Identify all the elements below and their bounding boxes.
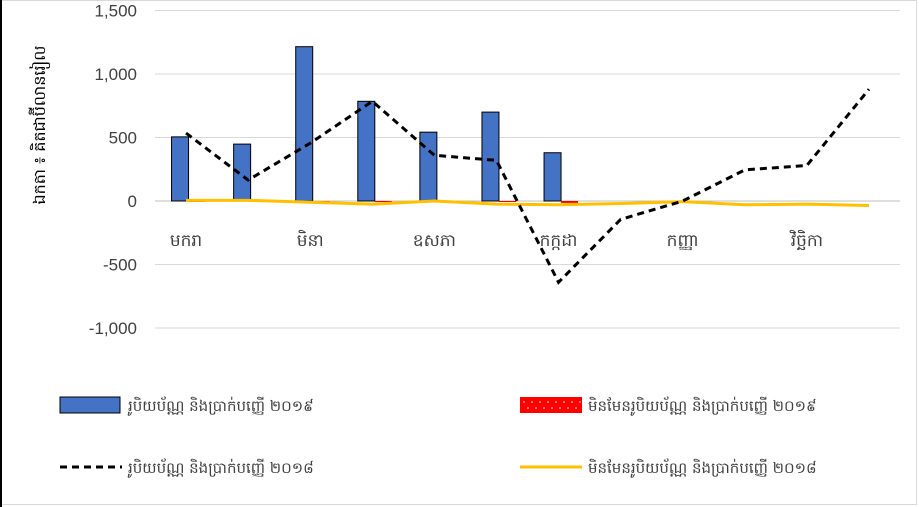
y-tick-label: -1,000	[89, 319, 137, 338]
lines-layer	[185, 88, 871, 285]
bar-currency-2019	[481, 111, 500, 202]
legend-label: រូបិយប័ណ្ណ និងប្រាក់បញ្ញើ ២០១៩	[127, 396, 314, 416]
bar-currency-2019	[543, 152, 562, 202]
legend-swatch-dot	[531, 401, 533, 403]
bar-noncurrency-2019	[374, 201, 392, 202]
legend-item: រូបិយប័ណ្ណ និងប្រាក់បញ្ញើ ២០១៨	[60, 458, 314, 478]
legend-swatch-dot	[559, 407, 561, 409]
bar-currency-2019	[171, 136, 190, 202]
frame-left-edge	[0, 0, 2, 507]
y-tick-labels: 1,500 1,000 500 0 -500 -1,000	[89, 2, 137, 339]
bar-currency-2019	[419, 131, 438, 202]
x-category-label: កក្កដា	[540, 231, 578, 251]
x-category-label: កញ្ញា	[667, 231, 699, 251]
x-category-label: វិច្ឆិកា	[789, 229, 823, 251]
y-tick-label: 1,000	[94, 65, 137, 84]
legend-swatch-dot	[543, 407, 545, 409]
legend-item: មិនមែនរូបិយប័ណ្ណ និងប្រាក់បញ្ញើ ២០១៩	[520, 396, 817, 416]
legend-swatch-dot	[551, 407, 553, 409]
legend-label: មិនមែនរូបិយប័ណ្ណ និងប្រាក់បញ្ញើ ២០១៨	[588, 458, 817, 478]
y-axis-label: ឯកតា ៖ គិតជាប៊ីលានរៀល	[28, 45, 51, 204]
legend-item: រូបិយប័ណ្ណ និងប្រាក់បញ្ញើ ២០១៩	[59, 396, 314, 416]
legend-label: រូបិយប័ណ្ណ និងប្រាក់បញ្ញើ ២០១៨	[127, 458, 314, 478]
legend-swatch-dot	[527, 407, 529, 409]
legend-swatch-dot	[583, 407, 585, 409]
line-noncurrency-2018	[186, 198, 869, 207]
line-currency-2018	[185, 88, 871, 285]
legend-swatch-dot	[539, 401, 541, 403]
y-tick-label: 1,500	[94, 2, 137, 21]
legend-item: មិនមែនរូបិយប័ណ្ណ និងប្រាក់បញ្ញើ ២០១៨	[520, 458, 817, 478]
bar-currency-2019	[357, 100, 376, 202]
x-category-label: ឧសភា	[413, 231, 456, 251]
bar-noncurrency-2019	[561, 201, 579, 203]
legend-swatch-dot	[547, 401, 549, 403]
legend-swatch-dot	[535, 407, 537, 409]
x-category-label: មករា	[170, 231, 202, 251]
legend-swatch-dot	[523, 401, 525, 403]
legend-label: មិនមែនរូបិយប័ណ្ណ និងប្រាក់បញ្ញើ ២០១៩	[588, 396, 817, 416]
legend: រូបិយប័ណ្ណ និងប្រាក់បញ្ញើ ២០១៩មិនមែនរូបិ…	[59, 396, 817, 478]
legend-swatch	[520, 397, 582, 413]
legend-swatch-dot	[579, 401, 581, 403]
legend-swatch	[59, 396, 121, 414]
legend-swatch-dot	[555, 401, 557, 403]
y-tick-label: 0	[128, 192, 137, 211]
bar-noncurrency-2019	[498, 201, 516, 202]
bars-layer	[171, 46, 579, 203]
legend-swatch-dot	[575, 407, 577, 409]
legend-swatch-dot	[571, 401, 573, 403]
gridlines	[155, 10, 900, 329]
x-category-labels: មករា មិនា ឧសភា កក្កដា កញ្ញា វិច្ឆិកា	[170, 229, 823, 251]
legend-swatch-dot	[567, 407, 569, 409]
y-tick-label: -500	[103, 256, 137, 275]
y-tick-label: 500	[109, 129, 137, 148]
x-category-label: មិនា	[297, 229, 324, 251]
legend-swatch-dot	[563, 401, 565, 403]
bar-currency-2019	[295, 46, 314, 202]
